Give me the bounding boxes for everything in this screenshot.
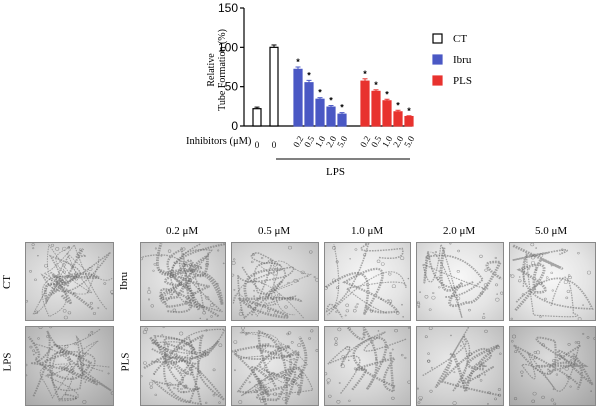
significance-star: * bbox=[374, 80, 378, 90]
legend-swatch-pls bbox=[432, 75, 443, 86]
bar-ct-1 bbox=[269, 46, 279, 127]
x-tick-label: 0.2 bbox=[291, 134, 305, 149]
significance-star: * bbox=[296, 57, 300, 67]
micrograph-texture bbox=[417, 243, 503, 319]
micrograph-texture bbox=[232, 327, 318, 405]
bar-pls-9 bbox=[382, 100, 392, 127]
bar-pls-10 bbox=[393, 111, 403, 127]
bar-ibru-5 bbox=[326, 106, 336, 127]
micrograph-texture bbox=[417, 327, 502, 405]
bar-pls-7 bbox=[360, 80, 370, 127]
row-label-ibru: Ibru bbox=[118, 271, 131, 291]
column-header-0-2: 0.2 μM bbox=[166, 225, 199, 237]
micrograph-texture bbox=[232, 245, 318, 320]
bar-ibru-3 bbox=[304, 82, 314, 127]
column-header-1-0: 1.0 μM bbox=[351, 225, 384, 237]
column-header-2-0: 2.0 μM bbox=[443, 225, 476, 237]
significance-star: * bbox=[363, 69, 367, 79]
micrograph-pls-5-0 bbox=[509, 326, 596, 406]
lps-group-label: LPS bbox=[326, 166, 345, 178]
x-axis-inhibitors-label: Inhibitors (μM) bbox=[186, 136, 252, 147]
micrograph-ibru-5-0 bbox=[509, 242, 596, 321]
column-header-5-0: 5.0 μM bbox=[535, 225, 568, 237]
x-tick-label: 0 bbox=[255, 140, 260, 150]
x-tick-label: 5.0 bbox=[335, 134, 350, 149]
significance-star: * bbox=[318, 88, 322, 98]
bar-ibru-6 bbox=[337, 113, 347, 127]
micrograph-lps bbox=[25, 326, 114, 406]
y-tick-label: 100 bbox=[218, 40, 238, 54]
legend-label-ct: CT bbox=[453, 33, 467, 45]
significance-star: * bbox=[396, 100, 400, 110]
legend-swatch-ct bbox=[432, 33, 443, 44]
micrograph-texture bbox=[510, 243, 594, 320]
bar-chart: 0 50 100 150 RelativeTube Formation (%) * * * *… bbox=[206, 1, 472, 160]
micrograph-ibru-1-0 bbox=[324, 242, 411, 321]
legend-label-pls: PLS bbox=[453, 75, 472, 87]
y-tick-label: 50 bbox=[225, 80, 239, 94]
bar-pls-11 bbox=[404, 115, 414, 127]
row-label-ct: CT bbox=[1, 274, 14, 290]
legend-swatch-ibru bbox=[432, 54, 443, 65]
micrograph-pls-2-0 bbox=[416, 326, 504, 406]
significance-star: * bbox=[385, 89, 389, 99]
x-tick-label: 5.0 bbox=[402, 134, 417, 149]
x-tick-label: 0 bbox=[272, 140, 277, 150]
micrograph-texture bbox=[511, 332, 595, 405]
micrograph-texture bbox=[325, 327, 410, 404]
micrograph-texture bbox=[26, 243, 113, 320]
y-tick-label: 150 bbox=[218, 1, 238, 15]
bar-pls-8 bbox=[371, 90, 381, 127]
column-header-0-5: 0.5 μM bbox=[258, 225, 291, 237]
bar-ibru-2 bbox=[293, 68, 303, 127]
micrograph-ibru-0-5 bbox=[231, 242, 319, 321]
y-axis-label: RelativeTube Formation (%) bbox=[206, 29, 228, 111]
significance-star: * bbox=[340, 103, 344, 113]
bar-ct-0 bbox=[252, 108, 262, 127]
micrograph-pls-0-2 bbox=[140, 326, 226, 406]
micrograph-pls-1-0 bbox=[324, 326, 411, 406]
significance-star: * bbox=[329, 96, 333, 106]
micrograph-pls-0-5 bbox=[231, 326, 319, 406]
row-label-pls: PLS bbox=[119, 352, 132, 372]
significance-star: * bbox=[307, 70, 311, 80]
micrograph-texture bbox=[141, 327, 225, 405]
micrograph-texture bbox=[26, 327, 113, 404]
x-tick-label: 0.2 bbox=[358, 134, 372, 149]
legend-label-ibru: Ibru bbox=[453, 54, 472, 66]
bar-ibru-4 bbox=[315, 98, 325, 127]
micrograph-ibru-2-0 bbox=[416, 242, 504, 321]
row-label-lps: LPS bbox=[1, 352, 14, 372]
micrograph-ct bbox=[25, 242, 114, 321]
micrograph-ibru-0-2 bbox=[140, 242, 226, 321]
significance-star: * bbox=[407, 106, 411, 116]
micrograph-texture bbox=[325, 243, 410, 319]
micrograph-texture bbox=[141, 243, 225, 320]
y-tick-label: 0 bbox=[231, 119, 238, 133]
